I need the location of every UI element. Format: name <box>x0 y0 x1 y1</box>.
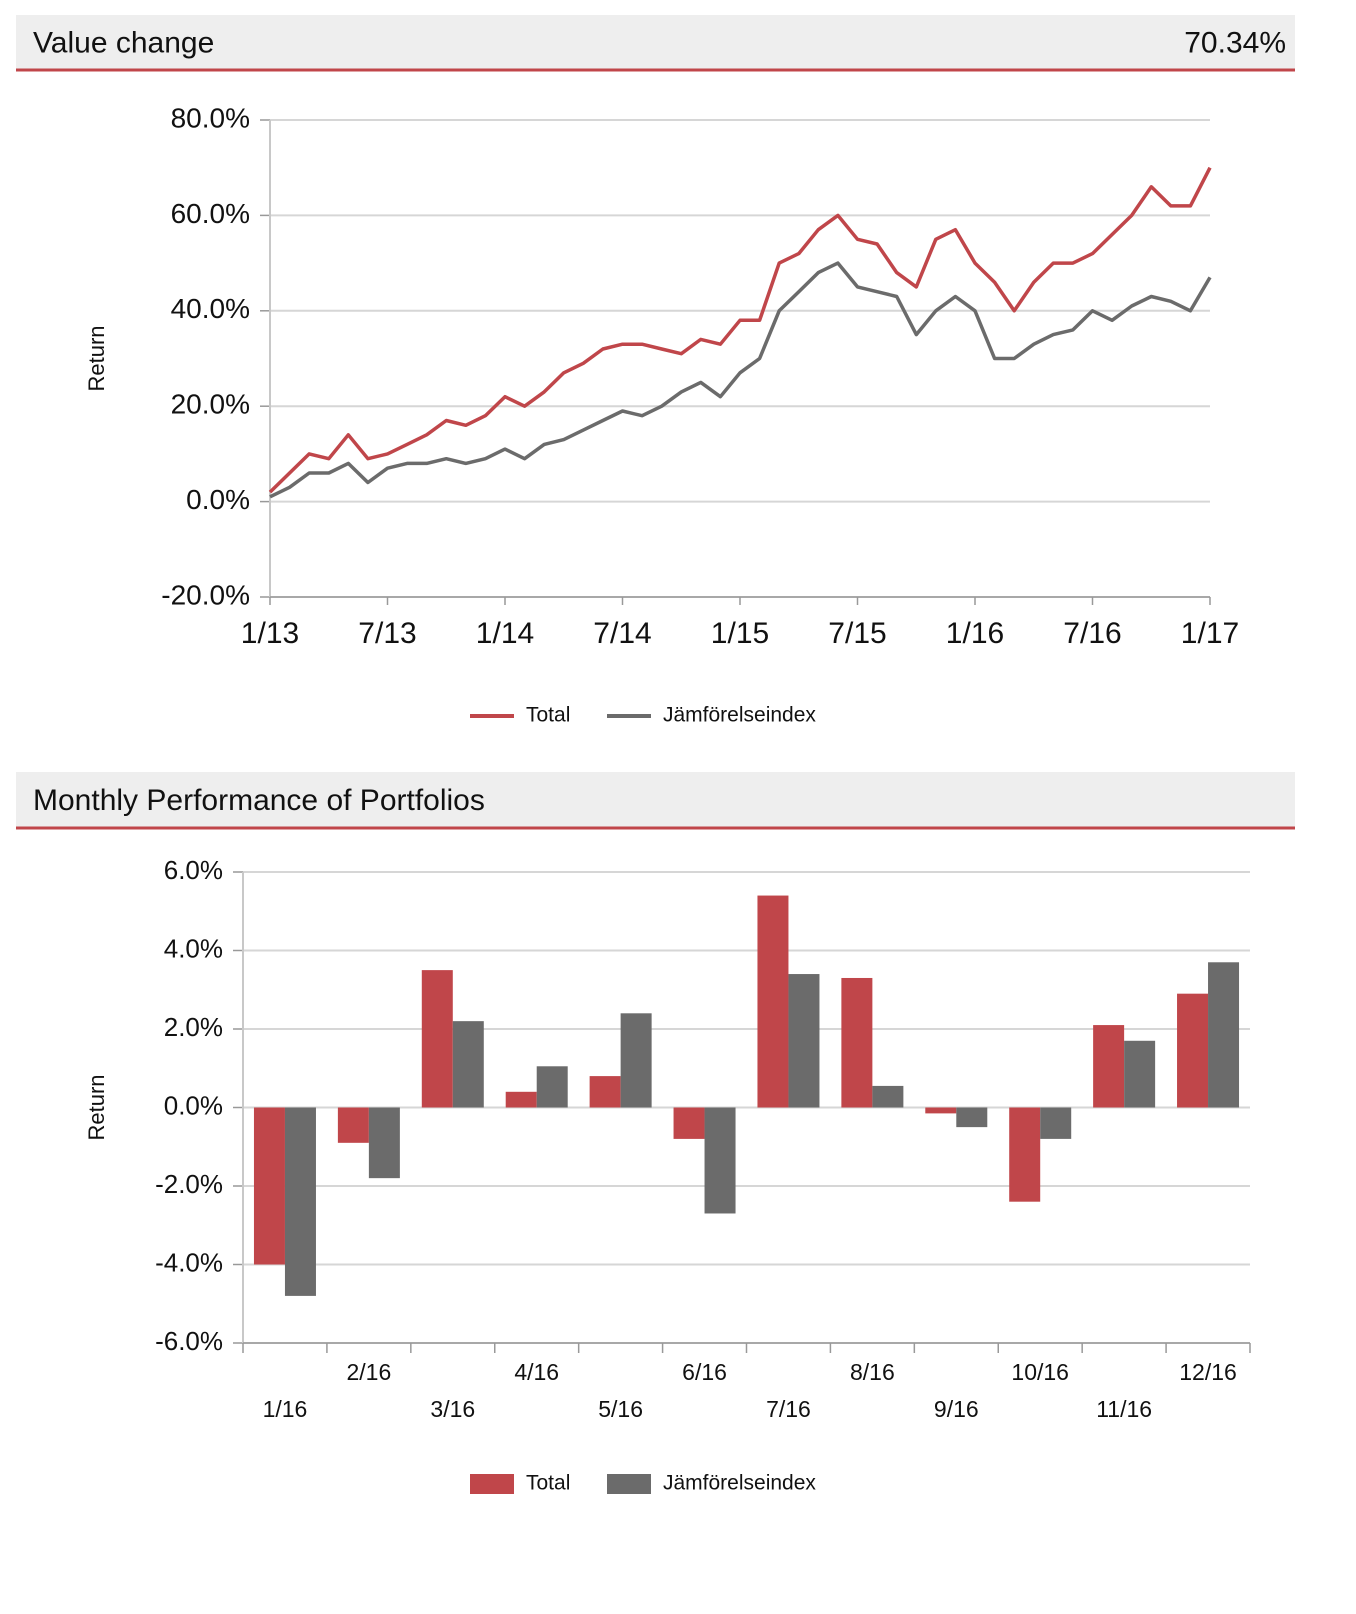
bar <box>337 1107 369 1143</box>
legend-label: Jämförelseindex <box>663 1472 816 1495</box>
legend-label: Total <box>526 1472 570 1495</box>
bar <box>1040 1107 1072 1139</box>
legend-swatch <box>470 1474 514 1494</box>
x-tick-label: 7/16 <box>1063 617 1121 650</box>
x-tick-label: 7/14 <box>593 617 651 650</box>
header-bg <box>16 772 1295 828</box>
y-tick-label: 0.0% <box>164 1090 223 1120</box>
bar <box>1093 1025 1125 1108</box>
x-tick-label: 12/16 <box>1179 1359 1237 1385</box>
summary-value: 70.34% <box>1184 26 1286 59</box>
legend-swatch <box>607 1474 651 1494</box>
x-tick-label: 6/16 <box>682 1359 727 1385</box>
y-tick-label: -6.0% <box>155 1326 223 1356</box>
x-tick-label: 1/15 <box>711 617 769 650</box>
chart-title: Value change <box>33 26 214 59</box>
bar <box>421 970 453 1108</box>
x-tick-label: 4/16 <box>514 1359 559 1385</box>
bar <box>620 1013 652 1108</box>
y-axis-label: Return <box>84 1074 109 1140</box>
series-line <box>269 261 1212 499</box>
x-tick-label: 1/17 <box>1181 617 1239 650</box>
x-tick-label: 7/16 <box>766 1396 811 1422</box>
x-tick-label: 11/16 <box>1096 1396 1152 1422</box>
bar <box>589 1076 621 1108</box>
x-tick-label: 9/16 <box>934 1396 979 1422</box>
bar <box>1208 962 1240 1108</box>
series-line <box>268 166 1212 494</box>
x-tick-label: 7/15 <box>828 617 886 650</box>
bar <box>505 1091 537 1108</box>
bar <box>1177 993 1209 1108</box>
bar <box>956 1107 988 1128</box>
legend-label: Jämförelseindex <box>663 704 816 727</box>
bar <box>704 1107 736 1214</box>
bar <box>1124 1040 1156 1108</box>
y-tick-label: 40.0% <box>171 293 250 324</box>
y-tick-label: 60.0% <box>171 198 250 229</box>
bar <box>452 1021 484 1108</box>
y-tick-label: 4.0% <box>164 933 223 963</box>
header-bg <box>16 15 1295 70</box>
bar <box>284 1107 316 1296</box>
y-tick-label: 20.0% <box>171 389 250 420</box>
y-tick-label: -20.0% <box>161 579 250 610</box>
x-tick-label: 1/14 <box>476 617 534 650</box>
x-tick-label: 3/16 <box>430 1396 475 1422</box>
x-tick-label: 1/13 <box>241 617 299 650</box>
bar <box>788 974 820 1108</box>
y-axis-label: Return <box>84 325 109 391</box>
bar <box>536 1066 568 1108</box>
bar <box>673 1107 705 1139</box>
x-tick-label: 7/13 <box>358 617 416 650</box>
bar <box>925 1107 957 1114</box>
bar <box>368 1107 400 1179</box>
x-tick-label: 1/16 <box>263 1396 308 1422</box>
x-tick-label: 5/16 <box>598 1396 643 1422</box>
y-tick-label: 0.0% <box>186 484 250 515</box>
chart-title: Monthly Performance of Portfolios <box>33 784 485 817</box>
x-tick-label: 10/16 <box>1011 1359 1069 1385</box>
bar <box>757 895 789 1108</box>
x-tick-label: 2/16 <box>346 1359 391 1385</box>
y-tick-label: -4.0% <box>155 1247 223 1277</box>
bar <box>253 1107 285 1265</box>
x-tick-label: 1/16 <box>946 617 1004 650</box>
x-tick-label: 8/16 <box>850 1359 895 1385</box>
y-tick-label: 2.0% <box>164 1012 223 1042</box>
legend-label: Total <box>526 704 570 727</box>
y-tick-label: 6.0% <box>164 855 223 885</box>
bar <box>872 1085 904 1108</box>
y-tick-label: 80.0% <box>171 102 250 133</box>
y-tick-label: -2.0% <box>155 1169 223 1199</box>
bar <box>841 977 873 1108</box>
bar <box>1009 1107 1041 1202</box>
